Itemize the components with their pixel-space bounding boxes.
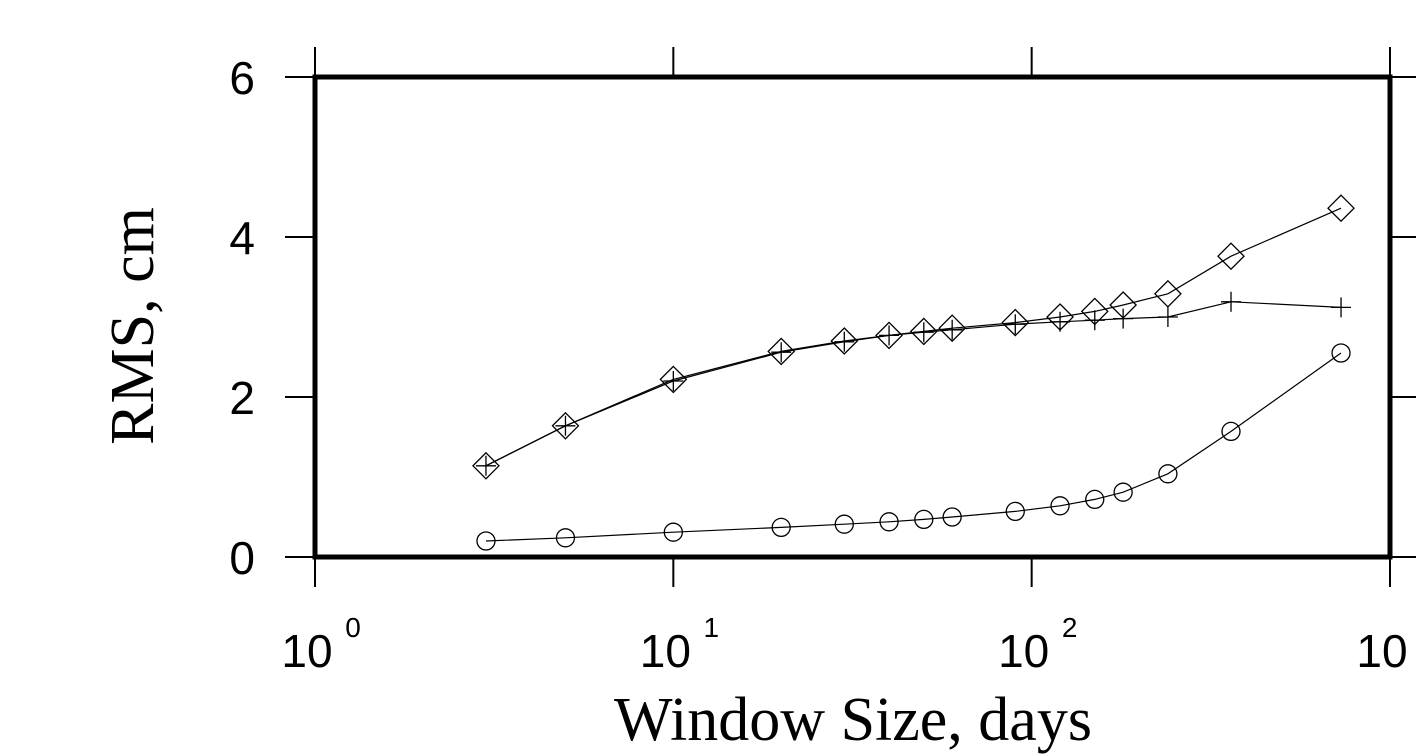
x-tick-exponent: 1 (704, 612, 720, 643)
data-point-circle (1113, 482, 1133, 502)
data-point-circle (1221, 421, 1241, 442)
data-point-diamond (909, 317, 938, 346)
data-point-plus (834, 331, 855, 352)
data-point-plus (1005, 314, 1026, 335)
y-tick-label: 4 (229, 212, 255, 264)
data-point-circle (879, 512, 899, 532)
data-point-circle (834, 514, 854, 534)
x-tick-label: 10 (1356, 625, 1407, 677)
data-point-diamond (1001, 308, 1030, 337)
data-point-circle (1331, 343, 1351, 363)
data-point-plus (771, 342, 792, 363)
data-point-circle (1050, 496, 1070, 516)
data-point-plus (475, 455, 496, 476)
series-line-plus (485, 301, 1342, 467)
x-tick-label: 10 (998, 625, 1049, 677)
data-point-diamond (659, 365, 688, 394)
data-point-plus (942, 319, 963, 340)
data-point-circle (555, 528, 576, 548)
data-point-diamond (830, 327, 859, 355)
labels: Window Size, days RMS, cm (99, 207, 1092, 754)
data-point-plus (913, 322, 934, 343)
y-tick-label: 2 (229, 372, 255, 424)
data-point-circle (1158, 464, 1178, 484)
plot-frame (312, 74, 1393, 560)
series-line-circle (485, 352, 1342, 542)
data-point-circle (663, 522, 683, 542)
axes: 1001011021030246 (229, 47, 1416, 677)
data-point-diamond (1217, 242, 1245, 271)
data-point-circle (942, 507, 962, 527)
series-group (472, 194, 1355, 551)
data-point-diamond (1327, 194, 1355, 223)
y-axis-title: RMS, cm (99, 207, 167, 445)
x-tick-exponent: 0 (345, 612, 361, 643)
data-point-plus (663, 371, 684, 391)
data-point-circle (476, 531, 496, 551)
x-axis-title: Window Size, days (614, 686, 1092, 754)
data-point-plus (1331, 297, 1352, 318)
data-point-diamond (767, 337, 796, 366)
series-line-diamond (485, 207, 1342, 467)
y-tick-label: 6 (229, 52, 255, 104)
data-point-circle (1085, 489, 1105, 510)
data-point-diamond (938, 314, 967, 343)
x-tick-label: 10 (640, 625, 691, 677)
y-tick-label: 0 (229, 532, 255, 584)
data-point-plus (1084, 310, 1105, 331)
data-point-circle (914, 509, 934, 530)
data-point-plus (1157, 307, 1178, 327)
data-point-circle (771, 517, 791, 538)
data-point-plus (555, 415, 576, 436)
data-point-plus (1221, 291, 1242, 312)
data-point-diamond (875, 321, 903, 350)
x-tick-label: 10 (281, 625, 332, 677)
data-point-plus (1050, 311, 1071, 332)
data-point-diamond (1153, 279, 1182, 308)
data-point-plus (1113, 308, 1134, 329)
x-tick-exponent: 2 (1062, 612, 1078, 643)
data-point-circle (1005, 501, 1025, 522)
data-point-diamond (551, 411, 580, 440)
data-point-plus (879, 325, 900, 346)
